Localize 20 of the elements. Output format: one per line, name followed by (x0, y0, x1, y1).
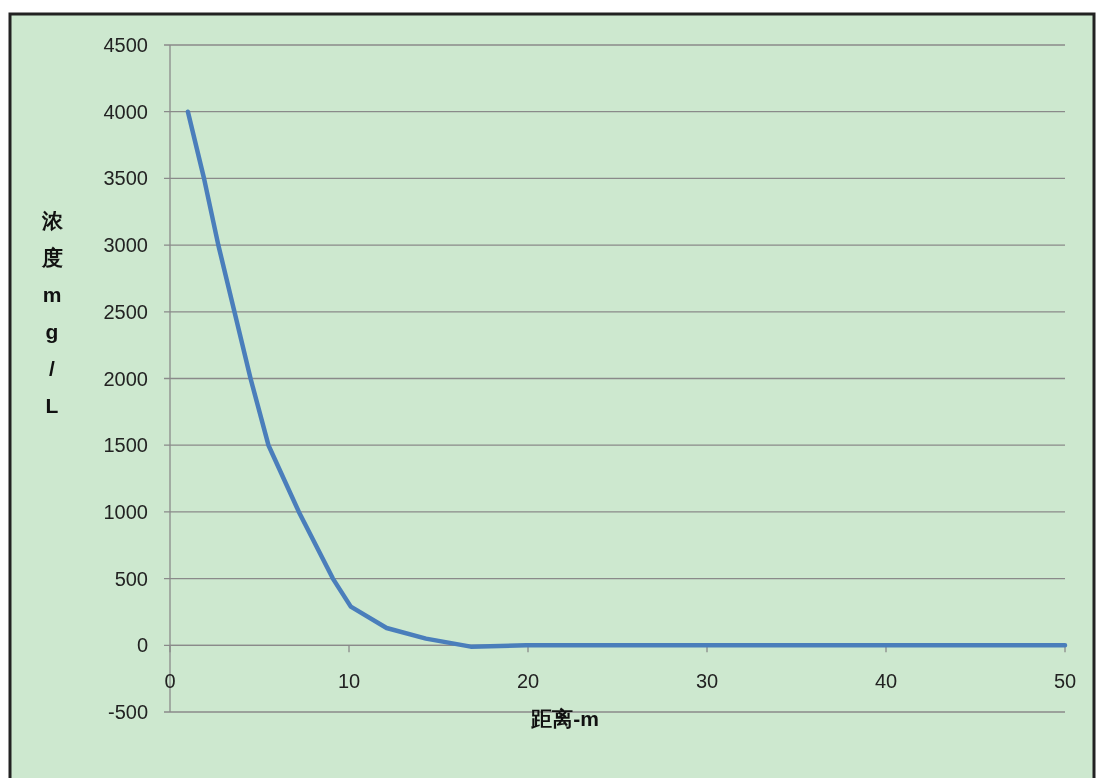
x-tick-label: 40 (874, 670, 898, 693)
x-tick-label: 30 (695, 670, 719, 693)
y-tick-label: 3500 (103, 167, 148, 190)
y-tick-label: 3000 (103, 234, 148, 257)
y-tick-label: 500 (114, 567, 148, 590)
y-tick-label: 2000 (103, 367, 148, 390)
y-tick-label: 1500 (103, 434, 148, 457)
x-tick-label: 0 (164, 670, 176, 693)
x-tick-label: 20 (516, 670, 540, 693)
x-tick-label: 10 (337, 670, 361, 693)
y-tick-label: 4000 (103, 100, 148, 123)
x-axis-title: 距离-m (530, 707, 599, 730)
y-tick-label: 2500 (103, 300, 148, 323)
x-tick-label: 50 (1053, 670, 1077, 693)
y-tick-label: 1000 (103, 500, 148, 523)
y-tick-label: 4500 (103, 34, 148, 56)
line-series (185, 109, 1068, 649)
y-axis-title: 浓度mg/L (40, 209, 64, 417)
y-tick-label: 0 (136, 634, 148, 657)
y-tick-label: -500 (107, 701, 148, 723)
